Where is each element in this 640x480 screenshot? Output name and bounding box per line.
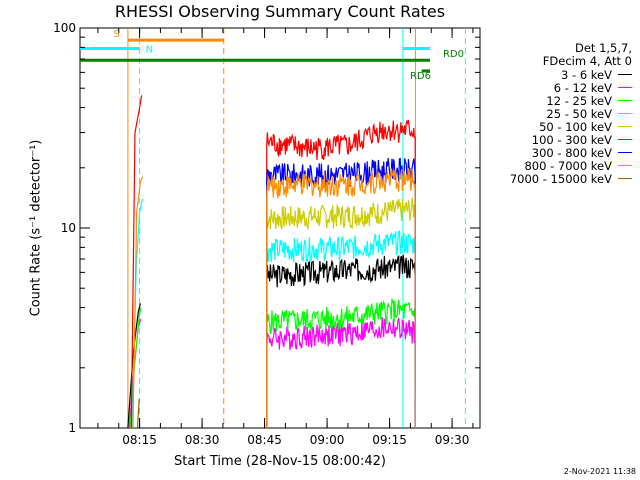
- legend-entry-label: 12 - 25 keV: [546, 93, 612, 108]
- legend-swatch: [618, 178, 632, 179]
- series-line: [132, 176, 144, 429]
- y-axis-label: Count Rate (s⁻¹ detector⁻¹): [28, 139, 44, 317]
- x-tick-label: 08:30: [185, 433, 220, 447]
- legend-swatch: [618, 113, 632, 114]
- series-line: [136, 398, 140, 429]
- legend-swatch: [618, 74, 632, 75]
- legend-swatch: [618, 100, 632, 101]
- y-tick-label: 1: [68, 421, 76, 435]
- legend-entry: 12 - 25 keV: [510, 93, 632, 108]
- legend-header-line-1: Det 1,5,7,: [574, 41, 632, 55]
- series-line: [266, 230, 416, 429]
- series-line: [266, 298, 416, 429]
- legend-entry-label: 3 - 6 keV: [561, 67, 612, 82]
- legend-header-line-2: FDecim 4, Att 0: [542, 54, 632, 68]
- series-line: [266, 119, 416, 429]
- x-tick-label: 09:15: [372, 433, 407, 447]
- legend: Det 1,5,7, FDecim 4, Att 0 3 - 6 keV 6 - …: [509, 41, 632, 186]
- legend-swatch: [618, 152, 632, 153]
- legend-entry: 800 - 7000 keV: [510, 158, 632, 173]
- legend-entry-label: 100 - 300 keV: [531, 132, 612, 147]
- series-line: [266, 254, 416, 429]
- series-line: [130, 95, 143, 429]
- legend-entry: 25 - 50 keV: [510, 106, 632, 121]
- legend-entry: 7000 - 15000 keV: [509, 171, 632, 186]
- legend-swatch: [618, 87, 632, 88]
- legend-entry-label: 6 - 12 keV: [553, 80, 612, 95]
- series-line: [266, 168, 416, 429]
- legend-entry: 3 - 6 keV: [510, 67, 632, 82]
- flag-label: N: [146, 44, 153, 55]
- legend-swatch: [618, 126, 632, 127]
- legend-entry: 50 - 100 keV: [510, 119, 632, 134]
- legend-entry-label: 7000 - 15000 keV: [509, 171, 612, 186]
- x-tick-label: 09:30: [435, 433, 470, 447]
- legend-entry: 100 - 300 keV: [510, 132, 632, 147]
- flag-label: S: [114, 29, 120, 40]
- legend-swatch: [618, 165, 632, 166]
- legend-entry-label: 800 - 7000 keV: [524, 158, 612, 173]
- x-tick-label: 08:15: [122, 433, 157, 447]
- x-tick-label: 09:00: [310, 433, 345, 447]
- chart-title: RHESSI Observing Summary Count Rates: [114, 2, 446, 21]
- y-tick-label: 10: [61, 221, 76, 235]
- legend-entry-label: 50 - 100 keV: [539, 119, 612, 134]
- series-line: [266, 316, 416, 429]
- series-line: [266, 197, 416, 429]
- series-line: [127, 303, 141, 429]
- series-line: [266, 157, 416, 429]
- flag-label: RD6: [410, 71, 431, 82]
- legend-entry: 300 - 800 keV: [510, 145, 632, 160]
- legend-entry-label: 25 - 50 keV: [546, 106, 612, 121]
- y-tick-label: 100: [53, 21, 76, 35]
- x-tick-label: 08:45: [247, 433, 282, 447]
- legend-entry: 6 - 12 keV: [510, 80, 632, 95]
- x-axis-label: Start Time (28-Nov-15 08:00:42): [174, 454, 386, 469]
- legend-swatch: [618, 139, 632, 140]
- legend-entry-label: 300 - 800 keV: [531, 145, 612, 160]
- flag-label: RD0: [443, 49, 464, 60]
- timestamp: 2-Nov-2021 11:38: [563, 467, 636, 476]
